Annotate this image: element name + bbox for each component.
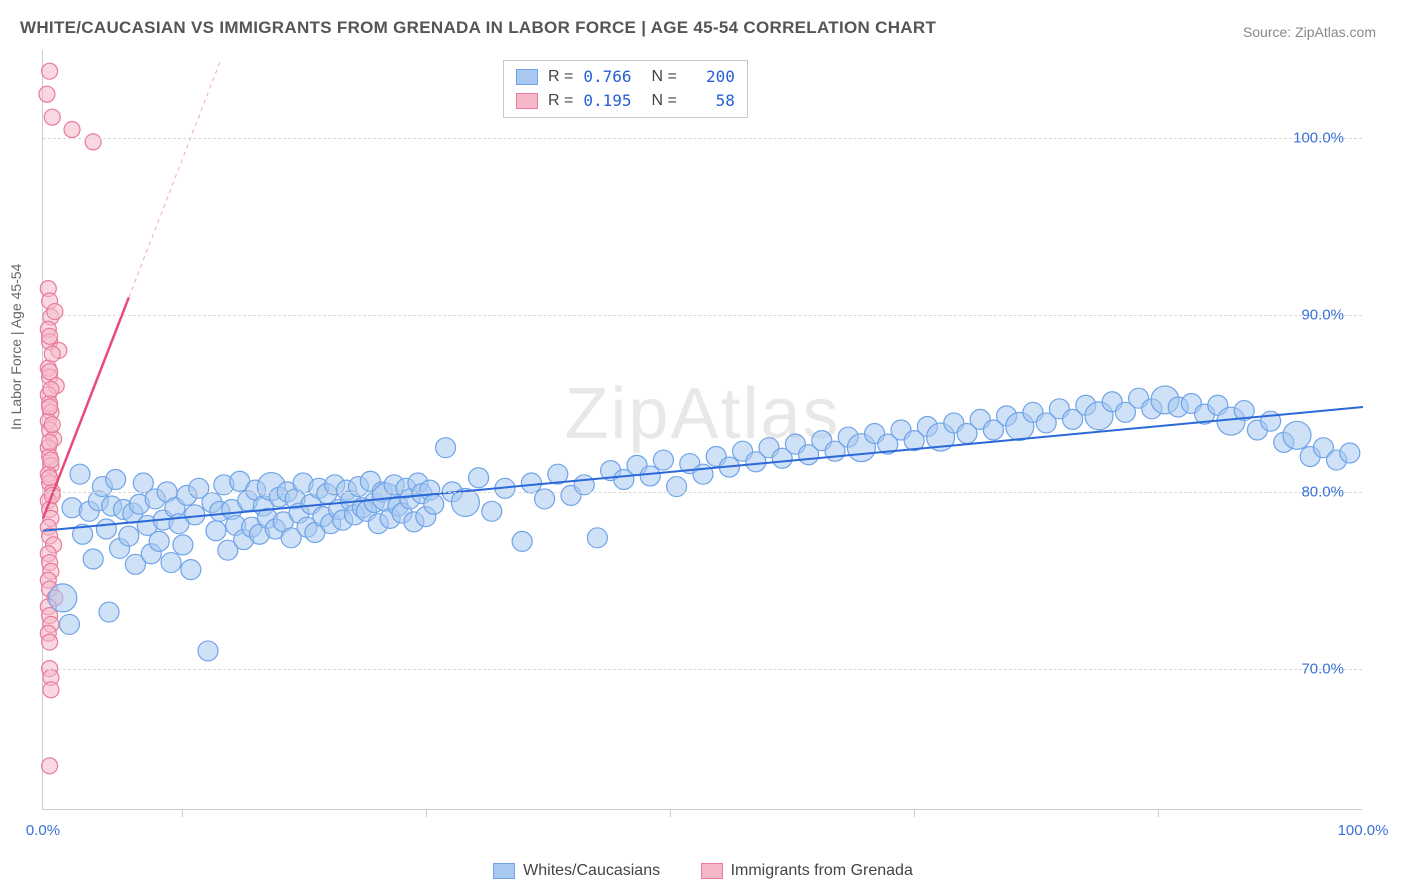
legend-bottom: Whites/Caucasians Immigrants from Grenad… (0, 862, 1406, 884)
gridline (43, 315, 1362, 316)
x-tick (182, 809, 183, 817)
legend-item-pink: Immigrants from Grenada (701, 862, 913, 880)
plot-area: ZipAtlas 70.0%80.0%90.0%100.0%0.0%100.0%… (42, 50, 1362, 810)
legend-row: R = 0.195 N = 58 (516, 89, 735, 113)
x-tick (670, 809, 671, 817)
legend-item-blue: Whites/Caucasians (493, 862, 660, 880)
legend-top: R = 0.766 N = 200 R = 0.195 N = 58 (503, 60, 748, 118)
x-tick-label: 100.0% (1338, 822, 1389, 839)
y-tick-label: 70.0% (1301, 660, 1344, 677)
r-label: R = (548, 89, 573, 113)
legend-swatch (516, 93, 538, 109)
gridline (43, 669, 1362, 670)
chart-svg (43, 50, 1362, 809)
y-tick-label: 80.0% (1301, 483, 1344, 500)
n-label: N = (652, 89, 677, 113)
gridline (43, 492, 1362, 493)
y-tick-label: 100.0% (1293, 130, 1344, 147)
gridline (43, 138, 1362, 139)
y-axis-label: In Labor Force | Age 45-54 (8, 264, 24, 430)
x-tick (426, 809, 427, 817)
legend-label-blue: Whites/Caucasians (523, 862, 660, 880)
r-value: 0.766 (583, 65, 631, 89)
r-label: R = (548, 65, 573, 89)
legend-swatch-blue (493, 863, 515, 879)
source-attribution: Source: ZipAtlas.com (1243, 24, 1376, 40)
x-tick-label: 0.0% (26, 822, 60, 839)
n-value: 200 (687, 65, 735, 89)
r-value: 0.195 (583, 89, 631, 113)
legend-swatch (516, 69, 538, 85)
n-value: 58 (687, 89, 735, 113)
x-tick (914, 809, 915, 817)
chart-title: WHITE/CAUCASIAN VS IMMIGRANTS FROM GRENA… (20, 18, 936, 38)
legend-label-pink: Immigrants from Grenada (731, 862, 913, 880)
x-tick (1158, 809, 1159, 817)
n-label: N = (652, 65, 677, 89)
y-tick-label: 90.0% (1301, 307, 1344, 324)
legend-row: R = 0.766 N = 200 (516, 65, 735, 89)
legend-swatch-pink (701, 863, 723, 879)
